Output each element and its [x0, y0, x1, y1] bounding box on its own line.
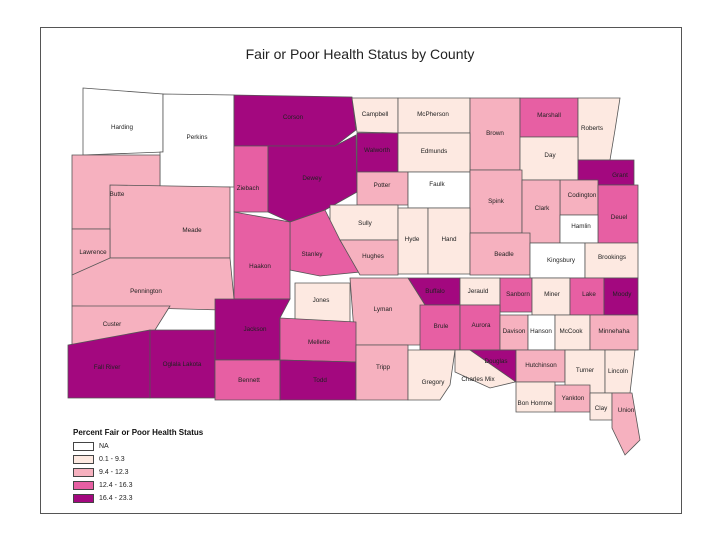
county-label-day: Day [544, 152, 556, 159]
county-label-jerauld: Jerauld [468, 288, 489, 295]
county-label-yankton: Yankton [562, 395, 585, 402]
county-label-turner: Turner [576, 367, 594, 374]
county-label-mccook: McCook [559, 328, 583, 335]
county-label-lake: Lake [582, 291, 596, 298]
county-minnehaha [589, 314, 639, 351]
county-label-bon-homme: Bon Homme [518, 400, 553, 407]
legend-item: 12.4 - 16.3 [73, 479, 203, 492]
county-label-hanson: Hanson [530, 328, 552, 335]
county-dewey [267, 134, 358, 223]
legend-swatch [73, 481, 94, 490]
county-label-charles-mix: Charles Mix [461, 376, 495, 383]
county-pennington [71, 257, 235, 311]
county-label-custer: Custer [103, 321, 122, 328]
county-label-tripp: Tripp [376, 364, 391, 371]
county-label-hamlin: Hamlin [571, 223, 591, 230]
map-title: Fair or Poor Health Status by County [245, 46, 475, 62]
legend-label: 9.4 - 12.3 [99, 469, 129, 476]
legend-swatch [73, 455, 94, 464]
county-label-buffalo: Buffalo [425, 288, 445, 295]
legend-label: 0.1 - 9.3 [99, 456, 125, 463]
county-label-brown: Brown [486, 130, 504, 137]
county-label-jones: Jones [313, 297, 330, 304]
county-label-kingsbury: Kingsbury [547, 257, 576, 264]
county-ziebach [233, 145, 269, 213]
county-union [611, 392, 641, 456]
county-label-sanborn: Sanborn [506, 291, 530, 298]
legend-item: 9.4 - 12.3 [73, 466, 203, 479]
legend-item: NA [73, 440, 203, 453]
county-label-hughes: Hughes [362, 253, 384, 260]
county-label-mcpherson: McPherson [417, 111, 449, 118]
legend-swatch [73, 494, 94, 503]
county-label-sully: Sully [358, 220, 372, 227]
county-label-brookings: Brookings [598, 254, 626, 261]
county-label-butte: Butte [110, 191, 125, 198]
county-harding [82, 87, 164, 156]
county-label-beadle: Beadle [494, 251, 514, 258]
legend-title: Percent Fair or Poor Health Status [73, 428, 204, 437]
county-corson [233, 94, 357, 147]
county-label-union: Union [618, 407, 635, 414]
county-label-clay: Clay [595, 405, 608, 412]
legend-label: 12.4 - 16.3 [99, 482, 133, 489]
county-label-brule: Brule [434, 323, 449, 330]
county-label-harding: Harding [111, 124, 134, 131]
county-label-lincoln: Lincoln [608, 368, 628, 375]
county-label-oglala-lakota: Oglala Lakota [163, 361, 202, 368]
county-label-stanley: Stanley [301, 251, 323, 258]
county-label-campbell: Campbell [362, 111, 389, 118]
legend: Percent Fair or Poor Health Status NA 0.1… [73, 428, 203, 505]
county-label-meade: Meade [182, 227, 202, 234]
county-label-deuel: Deuel [611, 214, 627, 221]
county-label-fall-river: Fall River [94, 364, 121, 371]
county-meade [109, 184, 231, 259]
county-label-miner: Miner [544, 291, 560, 298]
county-label-marshall: Marshall [537, 112, 561, 119]
county-label-faulk: Faulk [429, 181, 445, 188]
county-label-edmunds: Edmunds [421, 148, 448, 155]
county-label-gregory: Gregory [422, 379, 446, 386]
legend-label: 16.4 - 23.3 [99, 495, 133, 502]
county-label-spink: Spink [488, 198, 505, 205]
county-haakon [233, 211, 291, 300]
county-hughes [339, 239, 399, 276]
county-tripp [355, 344, 409, 401]
county-label-perkins: Perkins [187, 134, 208, 141]
county-label-douglas: Douglas [484, 358, 507, 365]
county-label-ziebach: Ziebach [237, 185, 260, 192]
county-label-mellette: Mellette [308, 339, 331, 346]
county-bon-homme [515, 381, 556, 413]
county-label-codington: Codington [568, 192, 597, 199]
legend-item: 0.1 - 9.3 [73, 453, 203, 466]
county-label-hutchinson: Hutchinson [525, 362, 557, 369]
county-label-todd: Todd [313, 377, 327, 384]
county-label-corson: Corson [283, 114, 304, 121]
county-label-aurora: Aurora [472, 322, 491, 329]
legend-label: NA [99, 443, 109, 450]
county-gregory [407, 349, 456, 401]
county-label-haakon: Haakon [249, 263, 271, 270]
county-label-roberts: Roberts [581, 125, 603, 132]
legend-item: 16.4 - 23.3 [73, 492, 203, 505]
county-label-potter: Potter [374, 182, 391, 189]
county-label-jackson: Jackson [243, 326, 267, 333]
county-faulk [407, 171, 471, 209]
county-label-clark: Clark [535, 205, 551, 212]
county-label-lawrence: Lawrence [79, 249, 107, 256]
county-label-hand: Hand [441, 236, 457, 243]
county-label-walworth: Walworth [364, 147, 391, 154]
legend-swatch [73, 442, 94, 451]
county-label-minnehaha: Minnehaha [598, 328, 630, 335]
county-label-pennington: Pennington [130, 288, 162, 295]
county-label-lyman: Lyman [374, 306, 393, 313]
county-label-davison: Davison [503, 328, 526, 335]
county-label-bennett: Bennett [238, 377, 260, 384]
county-label-dewey: Dewey [302, 175, 322, 182]
county-label-moody: Moody [613, 291, 633, 298]
legend-swatch [73, 468, 94, 477]
county-label-hyde: Hyde [405, 236, 420, 243]
county-label-grant: Grant [612, 172, 628, 179]
